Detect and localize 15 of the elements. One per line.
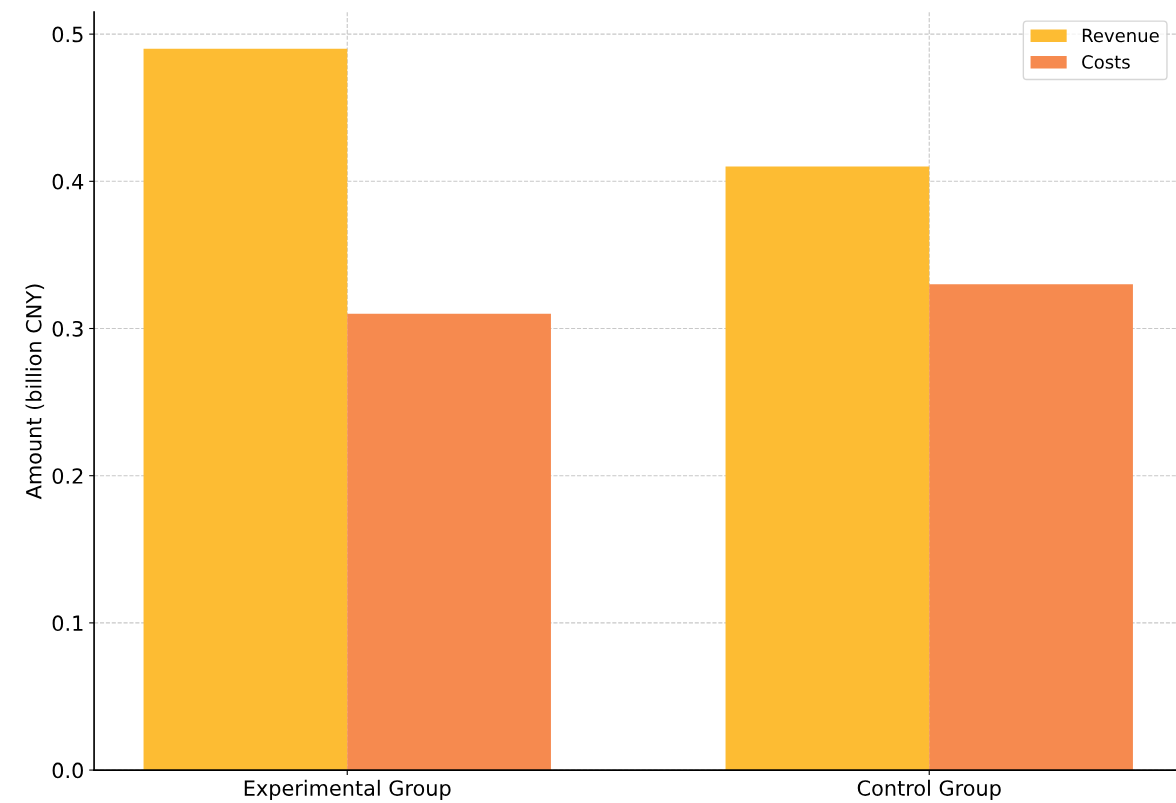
bar	[347, 313, 551, 771]
x-tick-label: Experimental Group	[244, 779, 451, 800]
bar	[725, 166, 930, 771]
y-tick-label: 0.5	[52, 26, 83, 43]
y-axis-title: Amount (billion CNY)	[25, 284, 45, 500]
y-tick-label: 0.1	[52, 615, 83, 632]
y-tick-label: 0.2	[52, 468, 83, 484]
y-tick-label: 0.3	[52, 320, 83, 337]
y-tick-label: 0.0	[52, 762, 83, 779]
legend-label: Revenue	[1082, 28, 1159, 43]
legend-label: Costs	[1082, 55, 1130, 69]
bar	[929, 284, 1133, 771]
bar	[143, 48, 348, 771]
y-tick-label: 0.4	[52, 173, 84, 190]
x-tick-label: Control Group	[857, 779, 1001, 800]
